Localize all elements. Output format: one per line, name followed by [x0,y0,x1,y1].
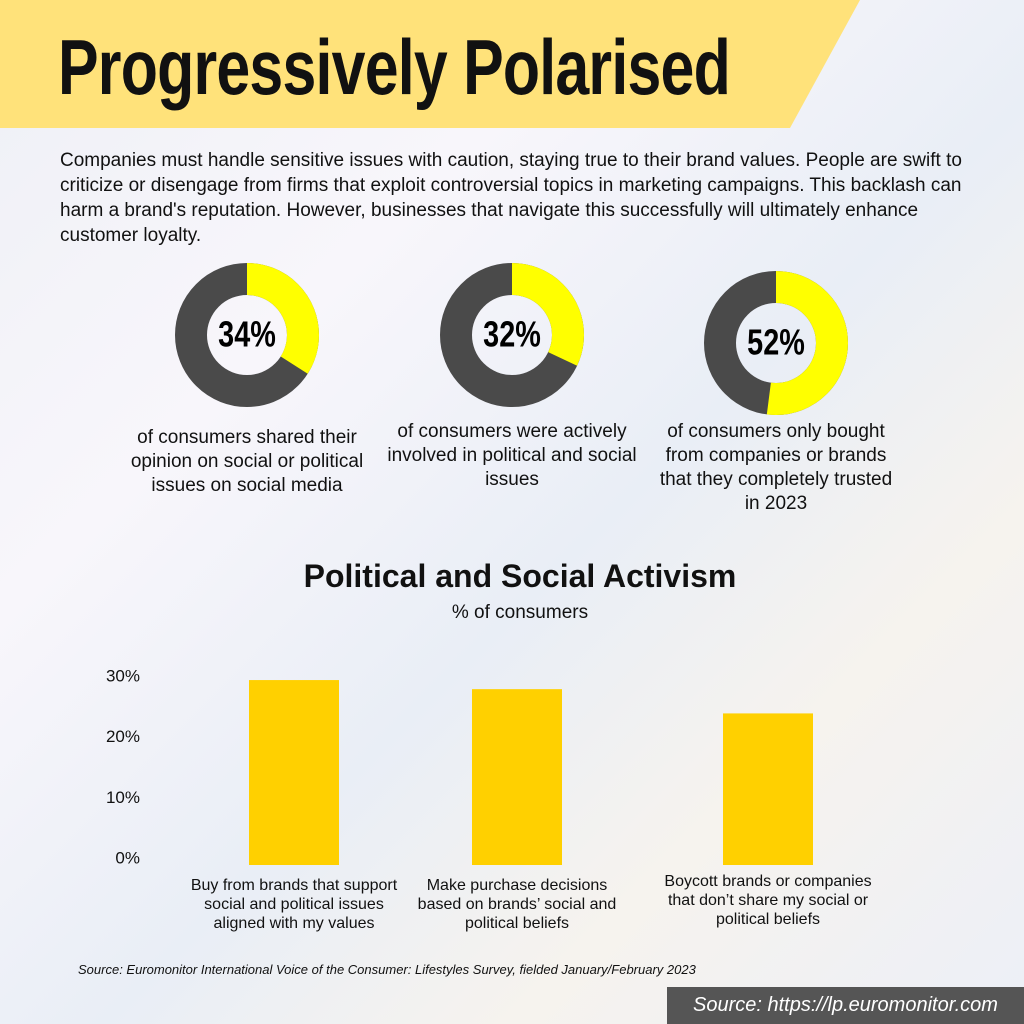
y-tick-label: 0% [115,848,140,867]
y-tick-label: 30% [106,667,140,686]
x-tick-label: Boycott brands or companies that don’t s… [664,873,872,928]
footer: Source: https://lp.euromonitor.com [667,987,1024,1024]
donut-arc [175,263,319,407]
donut-label: 34% [218,313,276,354]
x-tick-label: Make purchase decisions based on brands’… [417,877,617,932]
y-tick-label: 20% [106,727,140,746]
chart-title: Political and Social Activism [303,558,737,594]
title: Progressively Polarised [58,23,731,111]
chart-subtitle: % of consumers [451,602,589,623]
source-note: Source: Euromonitor International Voice … [78,962,696,977]
donut-arc [440,263,584,407]
stat-caption: of consumers only bought from companies … [659,421,893,514]
donut-arc [704,271,848,415]
bar [472,689,562,865]
stat-caption: of consumers shared their opinion on soc… [130,427,364,496]
x-tick-label: Buy from brands that support social and … [190,877,398,932]
bar [723,713,813,865]
title-banner [0,0,860,128]
y-tick-label: 10% [106,788,140,807]
intro: Companies must handle sensitive issues w… [60,150,962,246]
bar [249,680,339,865]
stat-caption: of consumers were actively involved in p… [387,421,637,490]
donut-label: 32% [483,313,541,354]
donut-label: 52% [747,321,805,362]
